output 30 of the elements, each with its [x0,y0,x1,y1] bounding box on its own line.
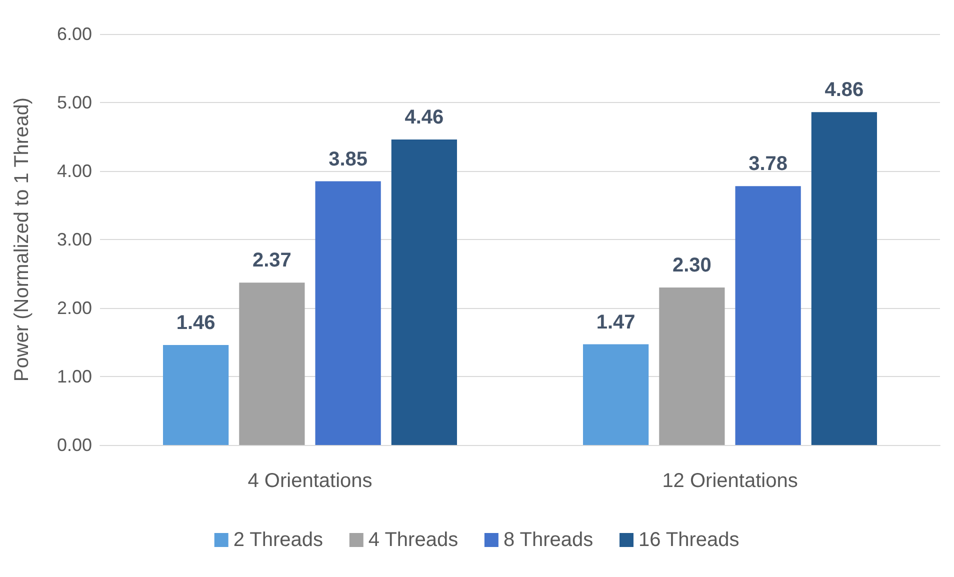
bar [315,181,381,445]
legend-label: 2 Threads [233,529,324,551]
y-axis-title: Power (Normalized to 1 Thread) [11,97,33,382]
y-tick-label: 1.00 [56,366,92,386]
bar [239,282,305,445]
x-tick-label: 4 Orientations [248,470,372,492]
legend-label: 4 Threads [368,529,458,551]
data-label: 1.47 [596,311,636,334]
data-label: 4.86 [824,79,864,102]
y-tick-label: 4.00 [56,161,92,181]
y-tick-label: 0.00 [56,435,92,455]
y-tick-label: 2.00 [56,298,92,318]
legend-label: 8 Threads [503,529,594,551]
bar [735,186,801,445]
x-tick-label: 12 Orientations [662,470,798,492]
data-label: 2.37 [252,250,292,272]
bar [659,287,725,445]
y-tick-label: 6.00 [56,24,92,44]
legend-label: 16 Threads [638,529,740,551]
bar [583,344,649,445]
data-label: 2.30 [672,254,712,276]
data-label: 4.46 [404,106,444,128]
bar [811,112,877,445]
bar [163,344,229,445]
y-tick-label: 3.00 [56,230,92,250]
data-label: 1.46 [176,312,216,334]
bar [391,139,457,445]
data-label: 3.78 [748,153,788,176]
y-tick-label: 5.00 [56,92,92,112]
data-label: 3.85 [328,148,368,170]
